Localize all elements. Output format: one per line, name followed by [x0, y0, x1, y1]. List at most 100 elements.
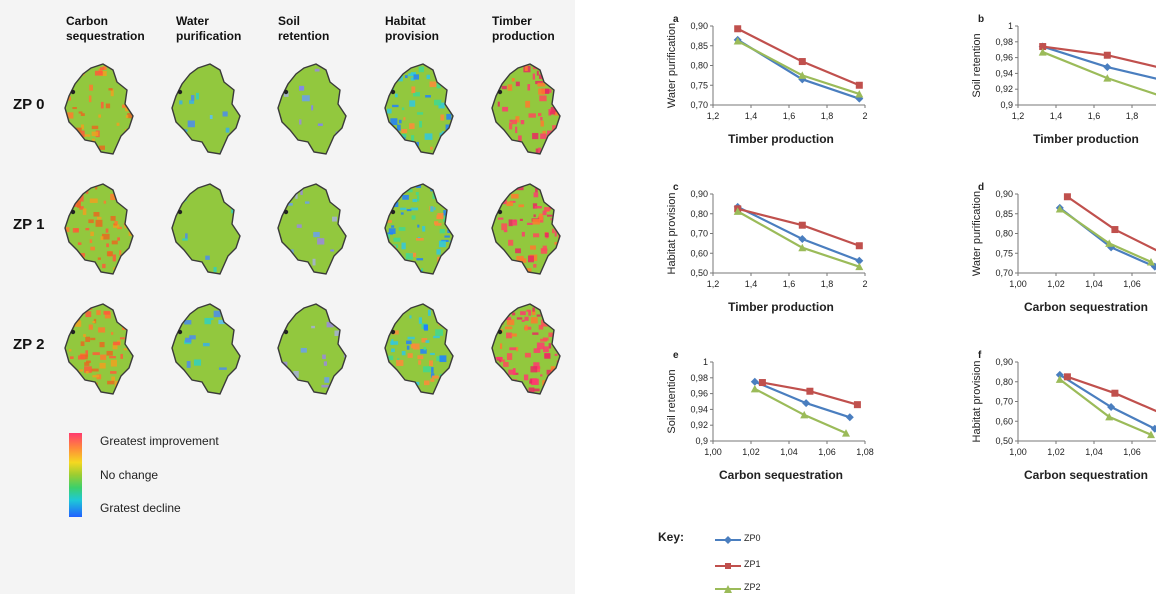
y-tick-label: 0,85: [995, 209, 1013, 219]
data-point-zp2: [733, 37, 742, 45]
series-line-zp0: [737, 205, 860, 262]
data-point-zp2: [1055, 205, 1064, 213]
panel-letter: b: [978, 14, 984, 25]
chart-a: a 0,70 0,75 0,80 0,85 0,90 1,2 1,4 1,6 1,8 2 Timber…: [666, 14, 868, 146]
data-point-zp0: [1107, 403, 1116, 412]
data-point-zp2: [798, 243, 807, 252]
x-axis-label: Timber production: [728, 300, 834, 314]
data-point-zp1: [853, 401, 861, 409]
y-tick-label: 0,80: [995, 377, 1013, 387]
y-tick-label: 0,50: [995, 436, 1013, 446]
series-line-zp2: [1059, 208, 1152, 263]
x-tick-label: 1,08: [856, 447, 874, 457]
data-point-zp0: [1150, 424, 1156, 433]
x-tick-label: 1,00: [1009, 447, 1027, 457]
x-tick-label: 1,8: [1126, 111, 1139, 121]
data-point-zp1: [734, 25, 742, 33]
data-point-zp2: [733, 207, 742, 215]
data-point-zp0: [1055, 370, 1064, 379]
row-label-zp1: ZP 1: [13, 216, 45, 233]
data-point-zp2: [798, 71, 807, 79]
x-tick-label: 1,02: [742, 447, 760, 457]
y-axis-label: Habitat provision: [971, 361, 983, 443]
x-axis-label: Carbon sequestration: [1024, 468, 1148, 482]
column-header-habitat: Habitat provision: [385, 14, 440, 43]
x-tick-label: 1,2: [707, 111, 720, 121]
data-point-zp1: [1039, 43, 1047, 51]
y-tick-label: 0,98: [995, 37, 1013, 47]
y-tick-label: 0,90: [995, 357, 1013, 367]
x-tick-label: 1,06: [818, 447, 836, 457]
data-point-zp0: [845, 413, 854, 422]
data-point-zp2: [750, 384, 759, 393]
legend-label-middle: No change: [100, 468, 159, 482]
x-tick-label: 1,4: [745, 111, 758, 121]
y-tick-label: 0,94: [995, 68, 1013, 78]
key-item-zp0: ZP0: [713, 533, 793, 547]
data-point-zp1: [798, 221, 806, 229]
x-tick-label: 1,00: [704, 447, 722, 457]
x-axis-label: Timber production: [1033, 132, 1139, 146]
map-thumbnail: [384, 183, 454, 275]
chart-panel: a 0,70 0,75 0,80 0,85 0,90 1,2 1,4 1,6 1,8 2 Timber…: [575, 0, 1156, 594]
y-tick-label: 0,9: [695, 436, 708, 446]
y-tick-label: 0,9: [1000, 100, 1013, 110]
series-line-zp1: [737, 207, 860, 247]
y-tick-label: 0,80: [690, 61, 708, 71]
chart-e: e 0,9 0,92 0,94 0,96 0,98 1 1,00 1,02 1,04 1,06 1,0…: [666, 350, 874, 482]
y-tick-label: 0,98: [690, 373, 708, 383]
y-axis-label: Habitat provision: [666, 193, 678, 275]
y-tick-label: 0,90: [690, 21, 708, 31]
data-point-zp2: [855, 89, 864, 98]
x-tick-label: 1,6: [783, 111, 796, 121]
y-tick-label: 1: [1008, 21, 1013, 31]
data-point-zp0: [750, 377, 759, 386]
data-point-zp1: [1063, 373, 1071, 381]
map-thumbnail: [277, 63, 347, 155]
y-tick-label: 0,50: [690, 268, 708, 278]
key-label-zp1: ZP1: [744, 559, 761, 569]
key-swatch-zp2: [715, 585, 741, 593]
map-thumbnail: [277, 303, 347, 395]
chart-d: d0,700,750,800,850,901,001,021,041,061,0…: [971, 182, 1156, 314]
x-tick-label: 1,6: [1088, 111, 1101, 121]
y-tick-label: 0,85: [690, 41, 708, 51]
y-tick-label: 0,70: [690, 229, 708, 239]
x-tick-label: 1,2: [707, 279, 720, 289]
y-tick-label: 0,70: [995, 397, 1013, 407]
key-title: Key:: [658, 530, 685, 544]
data-point-zp0: [1150, 262, 1156, 271]
x-tick-label: 1,6: [783, 279, 796, 289]
x-tick-label: 1,06: [1123, 279, 1141, 289]
y-tick-label: 0,60: [995, 416, 1013, 426]
column-header-soil: Soil retention: [278, 14, 330, 43]
y-tick-label: 0,70: [690, 100, 708, 110]
data-point-zp1: [855, 81, 863, 89]
y-tick-label: 1: [703, 357, 708, 367]
data-point-zp2: [1105, 239, 1114, 247]
series-line-zp0: [737, 38, 860, 100]
data-point-zp0: [1103, 63, 1112, 72]
data-point-zp2: [1103, 74, 1112, 82]
y-axis-label: Water purification: [666, 23, 678, 108]
map-thumbnail: [171, 63, 241, 155]
y-axis-label: Soil retention: [666, 369, 678, 433]
legend-label-bottom: Gratest decline: [100, 501, 181, 515]
row-label-zp2: ZP 2: [13, 336, 45, 353]
data-point-zp1: [1111, 226, 1119, 234]
data-point-zp0: [802, 399, 811, 408]
x-tick-label: 2: [862, 111, 867, 121]
legend-label-top: Greatest improvement: [100, 434, 219, 448]
y-tick-label: 0,75: [995, 248, 1013, 258]
x-tick-label: 1,2: [1012, 111, 1025, 121]
map-thumbnail: [171, 183, 241, 275]
data-point-zp2: [1147, 257, 1155, 266]
chart-f: f0,500,600,700,800,901,001,021,041,061,0…: [971, 350, 1156, 482]
series-line-zp2: [1059, 378, 1152, 436]
panel-letter: e: [673, 350, 679, 361]
map-thumbnail: [491, 303, 561, 395]
map-thumbnail: [384, 63, 454, 155]
panel-letter: c: [673, 182, 679, 193]
map-thumbnail: [277, 183, 347, 275]
x-tick-label: 1,8: [821, 279, 834, 289]
